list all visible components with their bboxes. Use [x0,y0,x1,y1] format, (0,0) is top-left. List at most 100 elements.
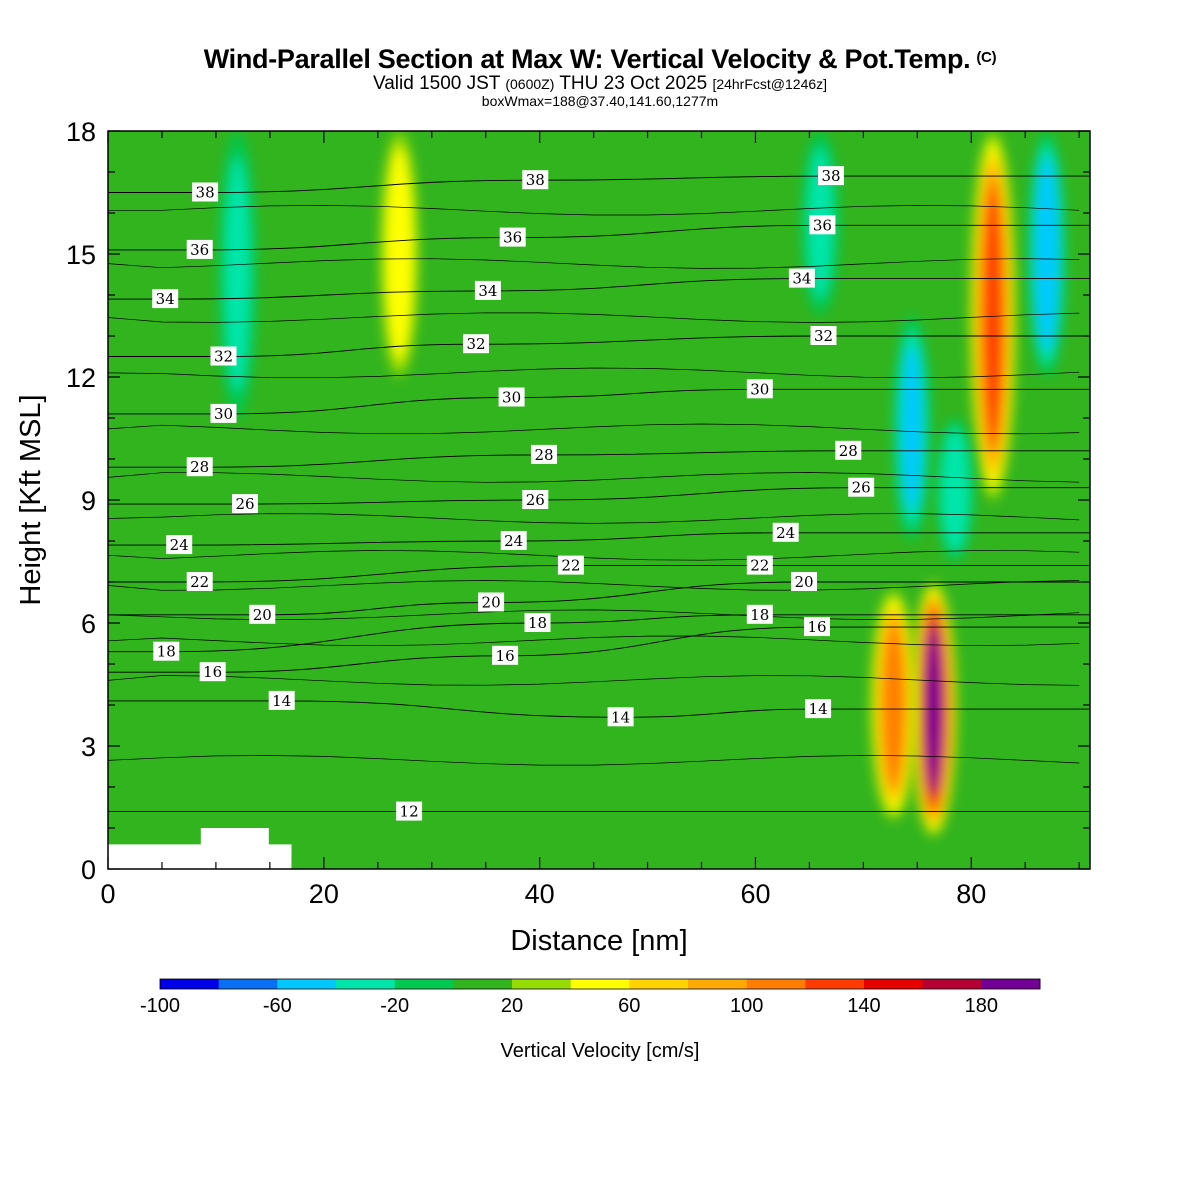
isentrope-line-minor [108,472,1080,483]
copyright-mark: (C) [976,49,997,66]
isentrope-label: 16 [807,618,826,636]
valid-prefix: Valid 1500 JST [372,73,501,94]
isentrope-label: 30 [502,389,521,407]
isentrope-label: 14 [809,700,828,718]
isentrope-label-bg [463,334,489,354]
isentrope-label-bg [746,379,773,399]
isentrope-line-minor [108,513,1080,524]
isentrope-label-bg [835,440,862,460]
isentrope-label: 24 [504,532,523,550]
colorbar-swatch [453,979,513,989]
isentrope-label: 36 [503,229,522,247]
colorbar-swatch [570,979,630,989]
colorbar-frame [159,978,1041,990]
isentrope-label-bg [818,166,844,186]
chart-title: Wind-Parallel Section at Max W: Vertical… [0,44,1200,75]
isentrope-label-bg [531,444,557,464]
isentrope-label: 28 [190,458,209,476]
velocity-cell [1027,131,1066,377]
isentrope-label-bg [788,268,815,288]
x-tick-label: 80 [956,879,986,909]
isentrope-label: 36 [813,216,832,234]
isentrope-label-bg [210,346,237,366]
colorbar-swatch [746,979,806,989]
isentrope-label-bg [499,227,526,247]
colorbar-swatch [922,979,982,989]
isentrope-label-bg [746,604,773,624]
isentrope-line-minor [108,550,1080,561]
colorbar-swatch [218,979,278,989]
isentrope-label-bg [192,182,219,202]
isentrope-label: 38 [196,184,215,202]
isentrope-line [108,487,1090,505]
isentrope-label-bg [805,699,832,719]
isentrope-label-bg [524,613,551,632]
colorbar-tick-label: 180 [965,995,998,1017]
isentrope-label: 22 [190,573,209,591]
isentrope-label-bg [249,604,276,624]
isentrope-label: 18 [157,643,176,661]
isentrope-label-bg [522,490,549,509]
terrain [108,828,292,869]
velocity-contour-fill [985,197,1000,434]
isentrope-line-minor [108,312,1080,323]
y-tick-label: 9 [81,486,96,516]
isentrope-label: 24 [776,524,795,542]
x-axis-label: Distance [nm] [510,925,687,957]
x-tick-label: 0 [100,879,115,909]
isentrope-label-bg [746,555,773,575]
isentrope-label-bg [804,617,830,637]
isentrope-label: 14 [272,692,291,710]
x-tick-label: 60 [740,879,770,909]
isentrope-label-bg [186,239,213,259]
isentrope-line [108,278,1090,300]
isentrope-label-bg [474,280,501,300]
isentrope-line-minor [108,755,1080,766]
isentrope-label: 34 [478,282,497,300]
isentrope-label-bg [152,289,179,309]
valid-utc: (0600Z) [505,76,555,92]
isentrope-label: 38 [821,167,840,185]
velocity-cell [936,417,975,562]
isentrope-label: 34 [156,290,175,308]
colorbar-tick-label: 20 [501,995,523,1017]
isentrope-line-minor [108,580,1080,591]
isentrope-label: 18 [750,606,769,624]
isentrope-label: 16 [496,647,515,665]
boxwmax-line: boxWmax=188@37.40,141.60,1277m [481,93,719,109]
isentrope-label: 20 [482,594,501,612]
isentrope-label-bg [810,326,837,345]
isentrope-label: 14 [611,708,630,726]
colorbar-swatch [336,979,396,989]
velocity-contour-fill [945,436,966,544]
isentrope-label: 38 [526,171,545,189]
y-tick-label: 18 [66,117,96,147]
colorbar-swatch [629,979,689,989]
forecast-tag: [24hrFcst@1246z] [712,76,828,92]
isentrope-label: 24 [170,536,189,554]
y-tick-label: 12 [66,363,96,393]
valid-date: THU 23 Oct 2025 [559,73,708,94]
colorbar-tick-label: 100 [730,995,763,1017]
potential-temperature-labels: 38 36 34 32 30 28 26 24 22 20 18 16 14 12 38 36 34 32 30 28… [152,166,875,821]
isentrope-label: 28 [839,442,858,460]
colorbar-tick-label: 60 [618,995,640,1017]
colorbar-swatch [805,979,865,989]
isentrope-label-bg [557,555,584,575]
isentrope-label-bg [848,477,875,497]
isentrope-line [108,581,1090,616]
velocity-cell [380,131,419,377]
isentrope-label-bg [232,494,258,514]
isentrope-label: 16 [203,663,222,681]
isentrope-label-bg [809,215,836,235]
isentrope-line-minor [108,367,1080,379]
isentrope-label-bg [396,801,423,821]
x-tick-label: 20 [309,879,339,909]
isentrope-label: 36 [190,241,209,259]
isentrope-label: 20 [253,606,272,624]
isentrope-label: 30 [750,380,769,398]
isentrope-line-minor [108,675,1080,686]
isentrope-label: 28 [534,446,553,464]
